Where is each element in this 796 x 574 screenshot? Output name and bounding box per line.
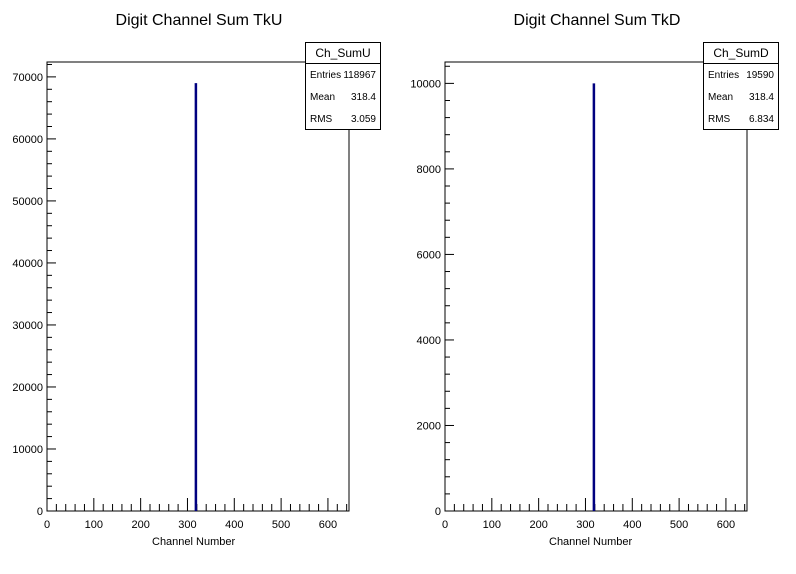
x-tick-label: 100 bbox=[483, 519, 501, 531]
stats-entries-value: 118967 bbox=[343, 70, 376, 81]
stats-mean-label: Mean bbox=[310, 92, 336, 103]
stats-rms-label: RMS bbox=[708, 114, 731, 125]
y-tick-label: 30000 bbox=[12, 320, 43, 332]
x-axis-title: Channel Number bbox=[549, 536, 633, 548]
y-tick-label: 20000 bbox=[12, 382, 43, 394]
stats-box-name: Ch_SumU bbox=[306, 43, 380, 64]
y-tick-label: 70000 bbox=[12, 72, 43, 84]
stats-mean-value: 318.4 bbox=[350, 92, 376, 103]
x-axis-title: Channel Number bbox=[152, 536, 236, 548]
y-tick-label: 60000 bbox=[12, 134, 43, 146]
y-tick-label: 40000 bbox=[12, 258, 43, 270]
y-tick-label: 0 bbox=[435, 506, 441, 518]
x-tick-label: 600 bbox=[319, 519, 337, 531]
stats-rms-row: RMS 6.834 bbox=[708, 113, 774, 127]
x-tick-label: 400 bbox=[623, 519, 641, 531]
stats-rms-value: 3.059 bbox=[350, 114, 376, 125]
stats-entries-label: Entries bbox=[310, 70, 342, 81]
stats-entries-row: Entries 19590 bbox=[708, 69, 774, 83]
x-tick-label: 600 bbox=[717, 519, 735, 531]
stats-rms-value: 6.834 bbox=[748, 114, 774, 125]
histogram-plot-tkd: 0 2000 4000 6000 8000 10000 0 100 200 300 400 500 60… bbox=[410, 61, 748, 531]
y-tick-label: 0 bbox=[37, 506, 43, 518]
y-tick-label: 4000 bbox=[417, 335, 441, 347]
histogram-pad-tkd: Digit Channel Sum TkD 0 2000 4000 6000 8000 1… bbox=[398, 0, 796, 574]
histogram-title: Digit Channel Sum TkU bbox=[115, 12, 283, 29]
y-tick-label: 50000 bbox=[12, 196, 43, 208]
x-tick-label: 0 bbox=[44, 519, 50, 531]
stats-mean-row: Mean 318.4 bbox=[708, 91, 774, 105]
y-tick-label: 6000 bbox=[417, 249, 441, 261]
x-tick-label: 400 bbox=[225, 519, 243, 531]
y-tick-label: 10000 bbox=[410, 78, 441, 90]
histogram-plot-tku: 0 10000 20000 30000 40000 50000 60000 70000 0 100… bbox=[12, 61, 350, 531]
stats-entries-label: Entries bbox=[708, 70, 740, 81]
stats-rms-label: RMS bbox=[310, 114, 333, 125]
x-tick-label: 500 bbox=[670, 519, 688, 531]
x-tick-label: 200 bbox=[131, 519, 149, 531]
y-tick-label: 10000 bbox=[12, 444, 43, 456]
stats-mean-value: 318.4 bbox=[748, 92, 774, 103]
stats-entries-value: 19590 bbox=[746, 70, 774, 81]
stats-mean-row: Mean 318.4 bbox=[310, 91, 376, 105]
histogram-pad-tku: Digit Channel Sum TkU 0 10000 20000 30000 40… bbox=[12, 12, 381, 548]
x-tick-label: 300 bbox=[576, 519, 594, 531]
stats-mean-label: Mean bbox=[708, 92, 734, 103]
x-tick-label: 100 bbox=[85, 519, 103, 531]
plot-frame bbox=[444, 61, 748, 512]
plot-frame bbox=[46, 61, 350, 512]
stats-rms-row: RMS 3.059 bbox=[310, 113, 376, 127]
x-tick-label: 300 bbox=[178, 519, 196, 531]
y-tick-label: 2000 bbox=[417, 420, 441, 432]
stats-entries-row: Entries 118967 bbox=[310, 69, 376, 83]
x-tick-label: 500 bbox=[272, 519, 290, 531]
stats-box: Ch_SumU Entries 118967 Mean 318.4 RMS 3.… bbox=[305, 42, 381, 130]
y-tick-label: 8000 bbox=[417, 164, 441, 176]
histogram-title: Digit Channel Sum TkD bbox=[513, 12, 681, 29]
x-tick-label: 200 bbox=[529, 519, 547, 531]
stats-box: Ch_SumD Entries 19590 Mean 318.4 RMS 6.8… bbox=[703, 42, 779, 130]
x-tick-label: 0 bbox=[442, 519, 448, 531]
stats-box-name: Ch_SumD bbox=[704, 43, 778, 64]
